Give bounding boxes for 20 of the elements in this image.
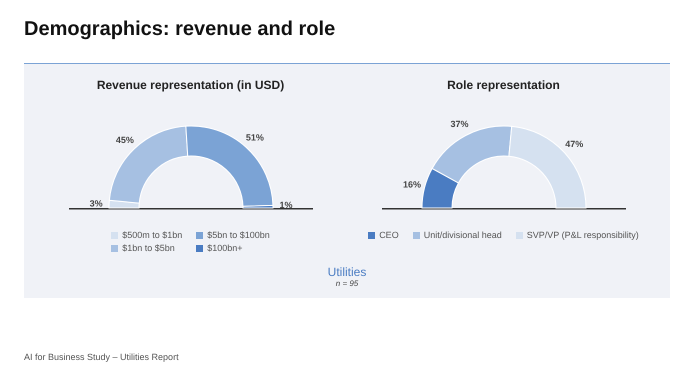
legend-label: Unit/divisional head bbox=[424, 230, 502, 240]
data-label: 51% bbox=[245, 132, 264, 143]
chart-title: Role representation bbox=[447, 78, 560, 92]
legend-label: SVP/VP (P&L responsibility) bbox=[526, 230, 639, 240]
legend-label: $1bn to $5bn bbox=[122, 243, 175, 253]
text: AI for Business Study – Utilities Report bbox=[24, 352, 179, 362]
text: Utilities bbox=[328, 265, 366, 279]
text: n = 95 bbox=[336, 279, 358, 288]
legend-label: $5bn to $100bn bbox=[207, 230, 270, 240]
legend-label: $100bn+ bbox=[207, 243, 243, 253]
data-label: 16% bbox=[402, 179, 420, 190]
legend-label: CEO bbox=[379, 230, 399, 240]
data-label: 3% bbox=[89, 198, 102, 209]
data-label: 47% bbox=[564, 139, 583, 150]
data-label: 37% bbox=[450, 119, 468, 130]
chart-title: Revenue representation (in USD) bbox=[96, 78, 284, 92]
text: Demographics: revenue and role bbox=[24, 18, 336, 41]
legend-label: $500m to $1bn bbox=[122, 230, 182, 240]
data-label: 45% bbox=[115, 134, 134, 145]
data-label: 1% bbox=[278, 200, 292, 210]
